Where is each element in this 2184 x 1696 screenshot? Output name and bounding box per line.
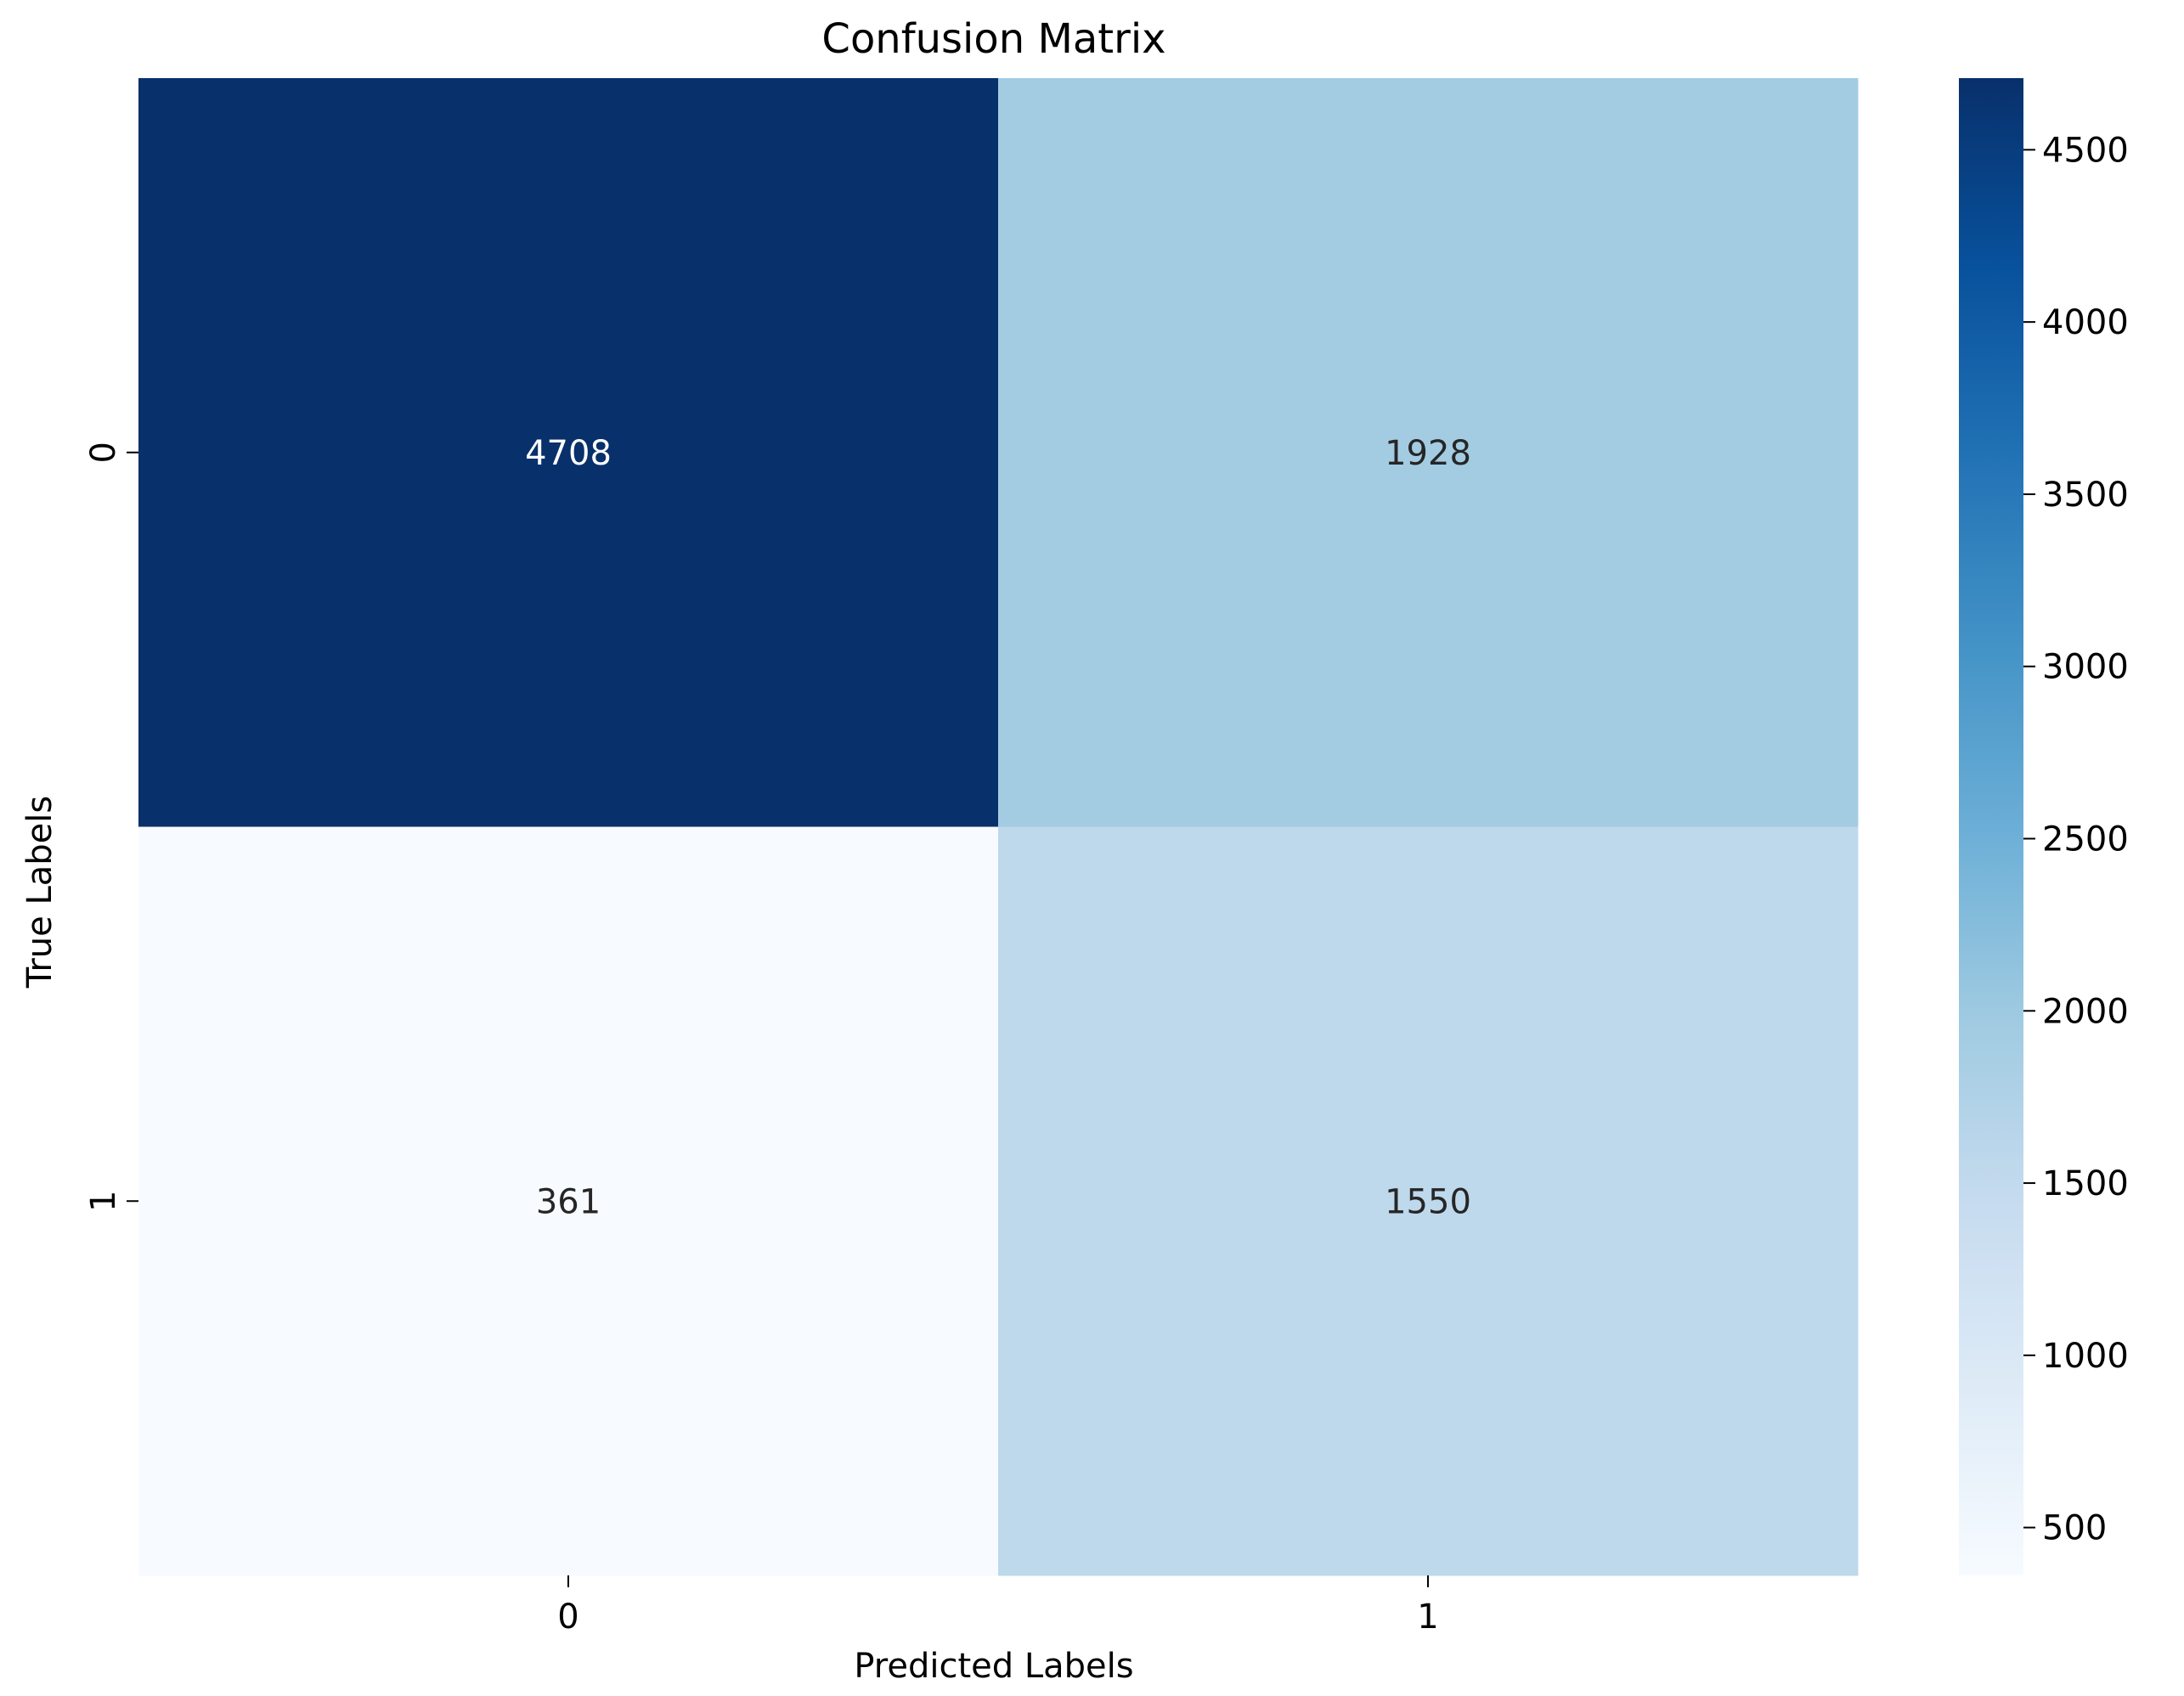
y-tick-label-1: 1 (84, 1191, 123, 1212)
colorbar-tick-label-4500: 4500 (2042, 131, 2129, 170)
heatmap-cell-1-1 (998, 826, 1859, 1576)
heatmap-cell-0-1 (998, 78, 1859, 827)
x-tick-label-0: 0 (557, 1597, 578, 1637)
heatmap-cell-0-0 (138, 78, 999, 827)
colorbar (1959, 78, 2023, 1575)
heatmap-cell-1-0 (138, 826, 999, 1576)
colorbar-tick-label-1500: 1500 (2042, 1164, 2129, 1203)
colorbar-tick-label-500: 500 (2042, 1509, 2107, 1548)
colorbar-tick-label-3000: 3000 (2042, 648, 2129, 687)
colorbar-tick-label-2000: 2000 (2042, 992, 2129, 1031)
cell-value-label-0-1: 1928 (1385, 434, 1471, 473)
colorbar-tick-label-2500: 2500 (2042, 820, 2129, 859)
y-tick-label-0: 0 (84, 442, 123, 463)
colorbar-tick-label-3500: 3500 (2042, 476, 2129, 515)
colorbar-tick-label-4000: 4000 (2042, 303, 2129, 342)
cell-value-label-0-0: 4708 (525, 434, 612, 473)
x-axis-label: Predicted Labels (854, 1647, 1133, 1686)
cell-value-label-1-0: 361 (536, 1182, 601, 1221)
cell-value-label-1-1: 1550 (1385, 1182, 1471, 1221)
heatmap-cell-labels: 4708 1928 361 1550 (525, 434, 1471, 1222)
colorbar-tick-label-1000: 1000 (2042, 1337, 2129, 1376)
heatmap-cells (138, 78, 1859, 1576)
colorbar-ticks: 500 1000 1500 2000 2500 3000 3500 4000 4500 (2023, 131, 2129, 1548)
y-axis-ticks: 01 (84, 442, 138, 1212)
x-tick-label-1: 1 (1417, 1597, 1438, 1637)
y-axis-label: True Labels (20, 796, 59, 989)
chart-title: Confusion Matrix (821, 15, 1165, 63)
